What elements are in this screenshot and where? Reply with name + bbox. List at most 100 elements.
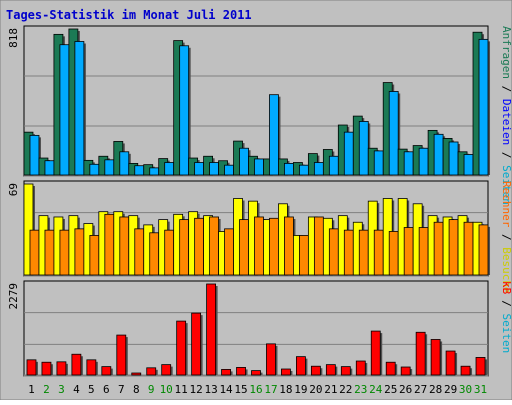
bar-rechner-day-12 — [194, 217, 205, 276]
bar-kb-day-6 — [101, 366, 112, 376]
x-tick-label-day-27: 27 — [414, 383, 427, 396]
legend-entry-dateien: Dateien — [500, 99, 512, 145]
bar-rechner-day-26 — [403, 227, 414, 276]
legend-entry-besuche: Besuche — [500, 247, 512, 293]
bar-rechner-day-11 — [179, 219, 190, 276]
bar-kb-day-16 — [251, 370, 261, 376]
bar-kb-day-15 — [236, 367, 246, 376]
bar-rechner-day-7 — [119, 216, 130, 276]
bar-dateien-day-1 — [29, 134, 40, 176]
bar-dateien-day-31 — [478, 38, 489, 176]
x-tick-label-day-20: 20 — [309, 383, 322, 396]
bar-kb-day-21 — [325, 364, 336, 376]
bar-dateien-day-14 — [224, 164, 234, 176]
x-tick-label-day-26: 26 — [399, 383, 412, 396]
bar-rechner-day-10 — [164, 229, 175, 276]
bar-dateien-day-15 — [239, 147, 249, 176]
legend-entry-rechner: Rechner — [500, 181, 512, 228]
bar-dateien-day-30 — [463, 154, 474, 176]
bar-dateien-day-3 — [59, 44, 70, 176]
bar-rechner-day-19 — [299, 235, 309, 276]
bar-rechner-day-18 — [284, 216, 294, 276]
bar-rechner-day-23 — [358, 229, 369, 276]
bar-kb-day-26 — [400, 366, 411, 376]
bar-kb-day-14 — [221, 369, 231, 376]
x-tick-label-day-6: 6 — [103, 383, 110, 396]
bar-rechner-day-4 — [74, 228, 85, 276]
bar-dateien-day-22 — [343, 131, 354, 176]
bar-kb-day-11 — [176, 320, 187, 376]
bar-kb-day-10 — [161, 364, 172, 376]
x-tick-label-day-30: 30 — [459, 383, 472, 396]
bar-rechner-day-8 — [134, 228, 145, 276]
bar-rechner-day-24 — [373, 229, 384, 276]
bar-kb-day-12 — [191, 312, 202, 376]
panel-mid: 69 Rechner / Besuche / Seiten — [7, 180, 512, 353]
bar-dateien-day-19 — [299, 164, 309, 176]
x-tick-label-day-12: 12 — [190, 383, 203, 396]
bar-kb-day-8 — [131, 372, 142, 376]
x-tick-label-day-8: 8 — [133, 383, 140, 396]
bar-dateien-day-2 — [44, 160, 55, 176]
bar-kb-day-17 — [266, 343, 276, 376]
bar-kb-day-1 — [26, 359, 37, 376]
x-tick-label-day-2: 2 — [43, 383, 50, 396]
legend-bottom: kB — [500, 281, 512, 295]
bar-dateien-day-24 — [373, 150, 384, 176]
x-tick-label-day-3: 3 — [58, 383, 65, 396]
legend-entry-anfragen: Anfragen — [500, 26, 512, 79]
bar-dateien-day-13 — [209, 162, 219, 176]
legend-entry-separator: / — [500, 79, 512, 99]
x-tick-label-day-18: 18 — [279, 383, 292, 396]
bar-dateien-day-9 — [149, 167, 160, 176]
bar-dateien-day-21 — [328, 155, 339, 176]
bar-rechner-day-22 — [343, 229, 354, 276]
legend-entry-separator: / — [500, 227, 512, 247]
x-tick-label-day-22: 22 — [339, 383, 352, 396]
bar-rechner-day-1 — [29, 229, 40, 276]
bar-rechner-day-17 — [269, 217, 279, 276]
x-tick-label-day-31: 31 — [474, 383, 487, 396]
bar-kb-day-7 — [116, 334, 127, 376]
bar-besuche-day-1 — [23, 183, 34, 276]
legend-entry-separator: / — [500, 294, 512, 314]
panel-top: 818 Anfragen / Dateien / Seiten — [7, 25, 512, 205]
bar-dateien-day-12 — [194, 162, 205, 176]
bar-dateien-day-25 — [388, 91, 399, 176]
x-tick-label-day-15: 15 — [234, 383, 247, 396]
x-tick-label-day-1: 1 — [28, 383, 35, 396]
bar-kb-day-9 — [146, 367, 157, 376]
panel-frame-bottom — [23, 280, 489, 377]
chart-title: Tages-Statistik im Monat Juli 2011 — [6, 8, 252, 22]
bar-rechner-day-28 — [433, 221, 444, 276]
bar-kb-day-31 — [475, 357, 486, 376]
bar-rechner-day-6 — [104, 213, 115, 276]
bar-dateien-day-4 — [74, 41, 85, 176]
bar-kb-day-23 — [355, 360, 366, 376]
x-tick-label-day-24: 24 — [369, 383, 383, 396]
bar-kb-day-30 — [460, 365, 471, 376]
bar-rechner-day-9 — [149, 232, 160, 276]
bar-kb-day-5 — [86, 359, 97, 376]
y-max-label-mid: 69 — [7, 183, 20, 196]
bar-rechner-day-30 — [463, 221, 474, 276]
bar-kb-day-18 — [281, 368, 291, 376]
bar-kb-day-13 — [206, 283, 216, 376]
bar-dateien-day-29 — [448, 141, 459, 176]
bar-kb-day-27 — [415, 331, 426, 376]
x-tick-label-day-29: 29 — [444, 383, 457, 396]
legend-entry-seiten: Seiten — [500, 165, 512, 205]
y-max-label-bottom: 2279 — [7, 283, 20, 310]
x-tick-label-day-7: 7 — [118, 383, 125, 396]
bar-kb-day-3 — [56, 361, 67, 376]
x-tick-label-day-4: 4 — [73, 383, 80, 396]
panels: 818 Anfragen / Dateien / Seiten 69 Rechner … — [7, 25, 512, 377]
bar-rechner-day-2 — [44, 229, 55, 276]
x-tick-label-day-16: 16 — [249, 383, 262, 396]
bar-rechner-day-31 — [478, 224, 489, 276]
legend-entry-seiten: Seiten — [500, 313, 512, 353]
x-tick-label-day-28: 28 — [429, 383, 442, 396]
x-tick-label-day-17: 17 — [264, 383, 277, 396]
bar-rechner-day-25 — [388, 231, 399, 276]
